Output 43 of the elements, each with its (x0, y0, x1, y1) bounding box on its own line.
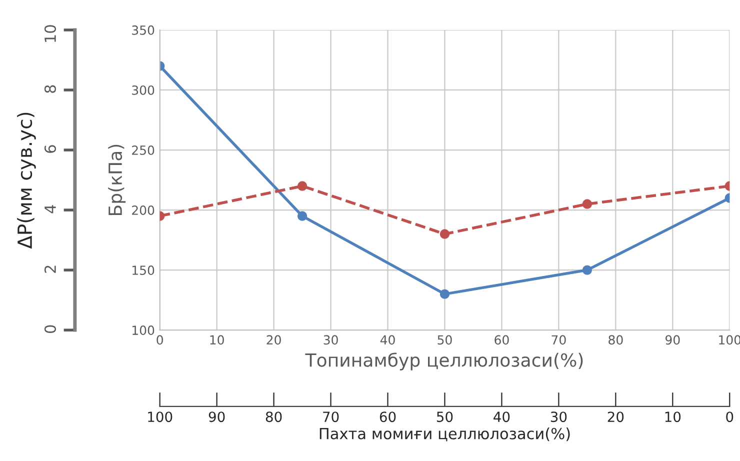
x2-tick-label: 90 (208, 412, 225, 422)
x-axis-title: Топинамбур целлюлозаси(%) (305, 352, 583, 370)
x2-tick-label: 60 (380, 412, 396, 422)
x-tick-label: 40 (380, 335, 395, 345)
x-tick-label: 80 (608, 335, 623, 345)
x2-tick-label: 50 (436, 412, 453, 422)
y2-tick-label: 2 (44, 266, 56, 273)
x-tick-label: 90 (665, 335, 680, 345)
y-tick-label: 200 (132, 206, 154, 215)
y2-axis-title: ΔP(мм сув.ус) (17, 112, 36, 249)
point (297, 181, 308, 191)
x2-tick-label: 70 (323, 412, 339, 422)
y2-tick-label: 8 (44, 85, 56, 93)
y-axis-title: Бр(кПа) (108, 144, 126, 215)
x2-axis-title: Пахта момиғи целлюлозаси(%) (320, 428, 570, 442)
point (582, 199, 592, 209)
y-tick-label: 150 (132, 266, 154, 275)
x2-tick-label: 20 (608, 412, 624, 422)
point (440, 289, 450, 299)
x2-tick-label: 10 (665, 412, 681, 422)
x2-tick-label: 80 (266, 412, 282, 422)
y-tick-label: 100 (132, 326, 154, 336)
x2-tick-label: 30 (550, 412, 567, 422)
x-tick-label: 70 (552, 335, 566, 345)
y2-tick-label: 0 (44, 325, 56, 333)
point (582, 265, 592, 275)
x-tick-label: 50 (438, 335, 452, 345)
x-tick-label: 0 (156, 335, 163, 345)
y2-tick-label: 10 (44, 25, 56, 42)
y-tick-label: 250 (132, 145, 154, 155)
y-tick-label: 300 (132, 85, 154, 95)
point (297, 211, 308, 221)
y-tick-label: 350 (132, 25, 154, 35)
x2-tick-label: 0 (726, 412, 734, 422)
y2-tick-label: 6 (44, 145, 56, 153)
x2-tick-label: 40 (494, 412, 510, 422)
y2-tick-label: 4 (44, 205, 56, 214)
x-tick-label: 20 (266, 335, 281, 345)
x2-tick-label: 100 (148, 412, 172, 422)
point (440, 229, 450, 239)
x-tick-label: 30 (324, 335, 338, 345)
x-tick-label: 10 (210, 335, 224, 345)
x-tick-label: 60 (494, 335, 509, 345)
